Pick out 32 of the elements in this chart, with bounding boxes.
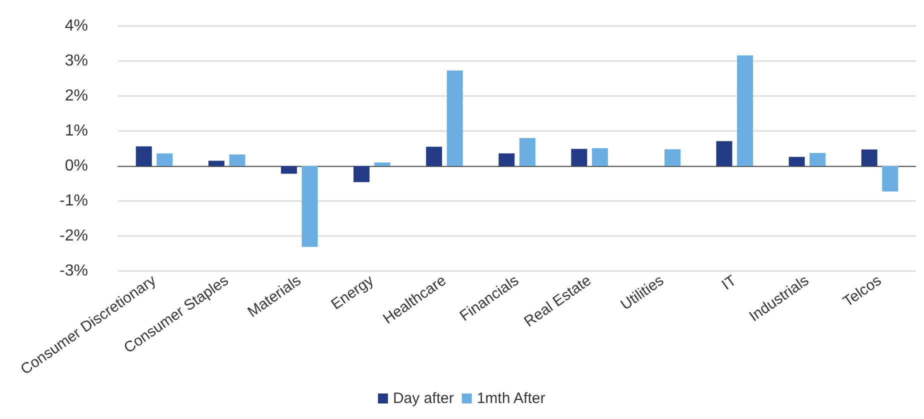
bar — [788, 156, 805, 166]
bar — [519, 138, 536, 166]
bar — [861, 150, 878, 166]
bar — [280, 166, 297, 174]
y-tick-label: 1% — [64, 122, 88, 140]
bar — [302, 166, 318, 247]
y-tick-label: -3% — [60, 262, 88, 280]
bar — [498, 153, 515, 166]
bar — [882, 166, 898, 192]
bar — [446, 70, 463, 166]
bar — [136, 146, 152, 166]
bar — [737, 55, 754, 166]
bar — [354, 166, 370, 182]
bar — [716, 141, 732, 166]
y-tick-label: 3% — [64, 52, 88, 70]
y-tick-label: -2% — [60, 228, 88, 244]
y-tick-label: 4% — [64, 18, 88, 34]
bar — [374, 162, 390, 166]
bar — [664, 149, 680, 166]
bar — [426, 146, 442, 166]
legend-label: 1mth After — [476, 390, 546, 407]
y-tick-label: 2% — [64, 88, 88, 104]
x-tick-label: IT — [718, 272, 740, 294]
y-tick-label: 0% — [64, 158, 88, 174]
bar — [229, 154, 246, 166]
bar — [592, 148, 608, 166]
y-tick-label: -1% — [60, 192, 88, 210]
bar — [208, 160, 224, 166]
bar — [156, 153, 173, 166]
bar — [810, 153, 826, 166]
legend-label: Day after — [392, 390, 454, 407]
bar — [571, 148, 588, 166]
